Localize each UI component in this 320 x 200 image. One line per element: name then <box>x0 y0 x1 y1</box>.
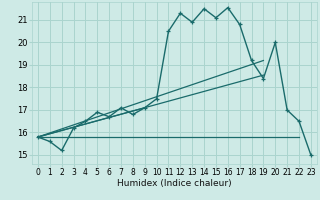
X-axis label: Humidex (Indice chaleur): Humidex (Indice chaleur) <box>117 179 232 188</box>
